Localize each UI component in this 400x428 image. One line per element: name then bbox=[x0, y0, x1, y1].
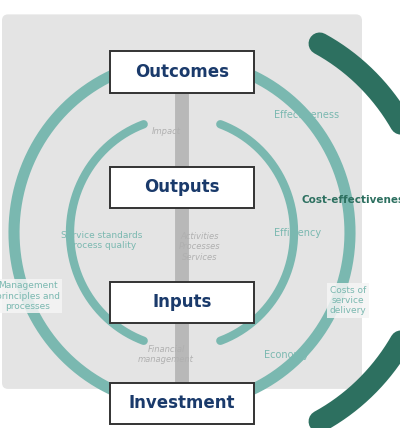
Text: Service standards
Process quality: Service standards Process quality bbox=[61, 231, 143, 250]
Text: Inputs: Inputs bbox=[152, 294, 212, 312]
Text: Financial
management: Financial management bbox=[138, 345, 194, 365]
Text: Effectiveness: Effectiveness bbox=[274, 110, 339, 120]
Text: Costs of
service
delivery: Costs of service delivery bbox=[330, 285, 366, 315]
FancyBboxPatch shape bbox=[110, 166, 254, 208]
Text: Outcomes: Outcomes bbox=[135, 63, 229, 81]
FancyBboxPatch shape bbox=[110, 51, 254, 92]
FancyBboxPatch shape bbox=[2, 15, 362, 389]
Text: Management
principles and
processes: Management principles and processes bbox=[0, 281, 60, 311]
Text: Cost-effectiveness: Cost-effectiveness bbox=[301, 195, 400, 205]
Text: Economy: Economy bbox=[264, 350, 309, 360]
Text: Activities
Processes
Services: Activities Processes Services bbox=[179, 232, 221, 262]
FancyBboxPatch shape bbox=[110, 383, 254, 424]
FancyBboxPatch shape bbox=[110, 282, 254, 323]
Text: Investment: Investment bbox=[129, 394, 235, 412]
Text: Impact: Impact bbox=[152, 127, 180, 136]
Text: Outputs: Outputs bbox=[144, 178, 220, 196]
Text: Efficiency: Efficiency bbox=[274, 228, 321, 238]
